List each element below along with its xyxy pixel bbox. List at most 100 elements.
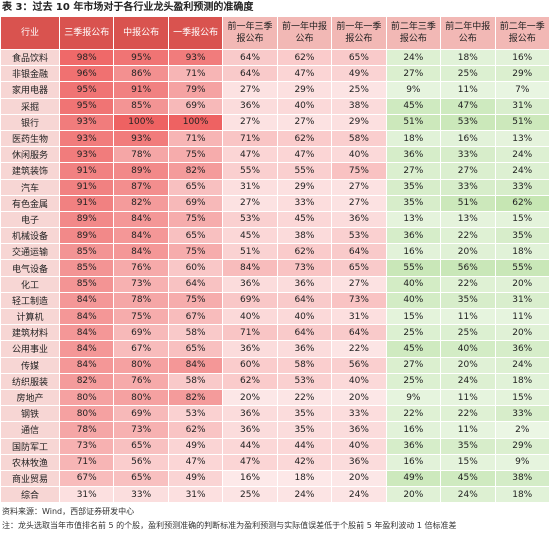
value-cell: 75% [167, 243, 224, 261]
value-cell: 64% [222, 48, 278, 67]
value-cell: 85% [58, 275, 115, 293]
value-cell: 36% [276, 275, 333, 293]
value-cell: 40% [222, 307, 278, 326]
value-cell: 82% [58, 372, 115, 390]
source: 资料来源：Wind，西部证券研发中心 [2, 507, 135, 517]
value-cell: 40% [331, 146, 387, 164]
value-cell: 42% [276, 453, 333, 471]
value-cell: 24% [385, 48, 442, 67]
value-cell: 24% [494, 162, 550, 180]
header-cell: 一季报公布 [167, 16, 224, 50]
value-cell: 55% [494, 259, 550, 277]
value-cell: 40% [440, 340, 496, 358]
value-cell: 85% [58, 243, 115, 261]
value-cell: 18% [276, 469, 333, 488]
value-cell: 27% [440, 162, 496, 180]
value-cell: 69% [113, 324, 169, 342]
value-cell: 69% [222, 291, 278, 310]
value-cell: 47% [167, 453, 224, 471]
industry-cell: 化工 [0, 275, 60, 293]
value-cell: 71% [167, 129, 224, 148]
header-cell: 前一年三季报公布 [222, 16, 278, 50]
value-cell: 33% [331, 405, 387, 423]
value-cell: 56% [331, 356, 387, 374]
value-cell: 55% [276, 162, 333, 180]
value-cell: 71% [222, 129, 278, 148]
value-cell: 36% [222, 275, 278, 293]
value-cell: 85% [113, 97, 169, 115]
value-cell: 13% [494, 129, 550, 148]
value-cell: 64% [276, 324, 333, 342]
value-cell: 24% [494, 356, 550, 374]
value-cell: 15% [440, 453, 496, 471]
industry-cell: 电气设备 [0, 259, 60, 277]
value-cell: 11% [440, 81, 496, 99]
value-cell: 47% [276, 65, 333, 83]
value-cell: 36% [222, 340, 278, 358]
value-cell: 69% [113, 405, 169, 423]
value-cell: 36% [276, 340, 333, 358]
value-cell: 11% [440, 388, 496, 407]
value-cell: 89% [58, 210, 115, 229]
value-cell: 24% [440, 486, 496, 504]
value-cell: 18% [385, 129, 442, 148]
value-cell: 62% [276, 129, 333, 148]
value-cell: 31% [222, 178, 278, 196]
value-cell: 53% [222, 210, 278, 229]
value-cell: 84% [58, 307, 115, 326]
value-cell: 71% [58, 453, 115, 471]
industry-cell: 国防军工 [0, 437, 60, 455]
value-cell: 62% [222, 372, 278, 390]
value-cell: 27% [222, 113, 278, 131]
value-cell: 27% [385, 65, 442, 83]
value-cell: 100% [167, 113, 224, 131]
value-cell: 45% [276, 210, 333, 229]
value-cell: 67% [167, 307, 224, 326]
value-cell: 49% [167, 437, 224, 455]
industry-cell: 非银金融 [0, 65, 60, 83]
value-cell: 78% [113, 146, 169, 164]
header-row: 行业 三季报公布 中报公布 一季报公布 前一年三季报公布 前一年中报公布 前一年一季报公布前… [0, 16, 550, 50]
value-cell: 84% [58, 324, 115, 342]
value-cell: 24% [276, 486, 333, 504]
table-row: 传媒 84% 80% 84% 60% 58% 56% 27% 20% 24% [0, 356, 550, 374]
value-cell: 80% [58, 405, 115, 423]
value-cell: 15% [494, 210, 550, 229]
value-cell: 24% [331, 486, 387, 504]
value-cell: 15% [494, 388, 550, 407]
value-cell: 40% [276, 307, 333, 326]
value-cell: 58% [331, 129, 387, 148]
value-cell: 22% [440, 405, 496, 423]
industry-cell: 医药生物 [0, 129, 60, 148]
value-cell: 20% [331, 469, 387, 488]
value-cell: 56% [440, 259, 496, 277]
value-cell: 65% [331, 48, 387, 67]
value-cell: 89% [58, 227, 115, 245]
value-cell: 16% [494, 48, 550, 67]
value-cell: 13% [385, 210, 442, 229]
value-cell: 93% [58, 113, 115, 131]
value-cell: 40% [331, 437, 387, 455]
value-cell: 25% [385, 372, 442, 390]
value-cell: 27% [222, 81, 278, 99]
value-cell: 51% [440, 194, 496, 212]
value-cell: 76% [113, 259, 169, 277]
value-cell: 45% [385, 340, 442, 358]
table-row: 国防军工 73% 65% 49% 44% 44% 40% 36% 35% 29% [0, 437, 550, 455]
value-cell: 44% [276, 437, 333, 455]
value-cell: 71% [167, 65, 224, 83]
table-row: 休闲服务 93% 78% 75% 47% 47% 40% 36% 33% 24% [0, 146, 550, 164]
value-cell: 16% [385, 421, 442, 439]
header-cell: 前一年中报公布 [276, 16, 333, 50]
value-cell: 25% [222, 486, 278, 504]
value-cell: 47% [222, 146, 278, 164]
header-cell: 中报公布 [113, 16, 169, 50]
value-cell: 29% [494, 65, 550, 83]
header-cell: 三季报公布 [58, 16, 115, 50]
value-cell: 64% [167, 275, 224, 293]
value-cell: 91% [58, 162, 115, 180]
table-row: 化工 85% 73% 64% 36% 36% 27% 40% 22% 20% [0, 275, 550, 293]
industry-cell: 家用电器 [0, 81, 60, 99]
value-cell: 18% [494, 486, 550, 504]
value-cell: 45% [385, 97, 442, 115]
